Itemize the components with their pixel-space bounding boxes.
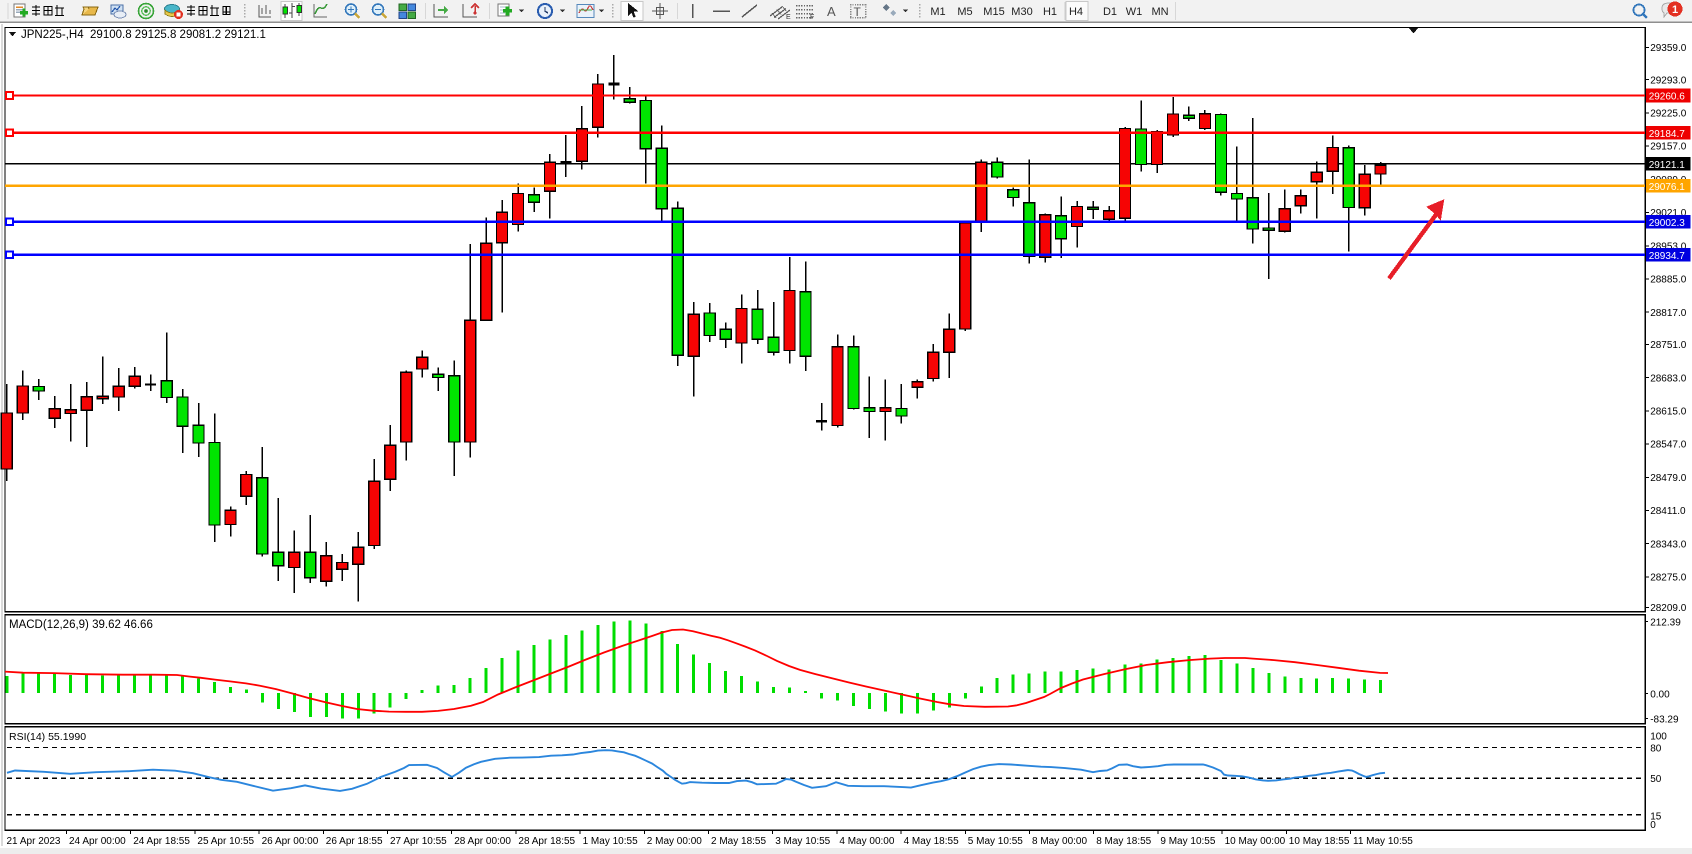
svg-text:29260.6: 29260.6 [1649,92,1686,103]
svg-text:25 Apr 10:55: 25 Apr 10:55 [197,836,254,847]
svg-text:JPN225-,H4 29100.8 29125.8 29: JPN225-,H4 29100.8 29125.8 29081.2 29121… [21,29,266,41]
svg-text:8 May 18:55: 8 May 18:55 [1096,836,1151,847]
svg-text:0: 0 [1650,820,1656,831]
svg-text:10 May 18:55: 10 May 18:55 [1289,836,1350,847]
svg-text:28953.0: 28953.0 [1650,241,1687,252]
svg-text:29157.0: 29157.0 [1650,142,1687,153]
svg-text:24 Apr 18:55: 24 Apr 18:55 [133,836,190,847]
svg-text:29359.0: 29359.0 [1650,43,1687,54]
svg-text:29002.3: 29002.3 [1649,218,1686,229]
svg-text:28275.0: 28275.0 [1650,573,1687,584]
svg-text:1: 1 [1672,4,1678,16]
svg-text:4 May 00:00: 4 May 00:00 [839,836,894,847]
svg-text:RSI(14) 55.1990: RSI(14) 55.1990 [9,731,86,743]
svg-text:28547.0: 28547.0 [1650,440,1687,451]
svg-text:H1: H1 [1043,6,1057,18]
svg-text:M5: M5 [957,6,972,18]
svg-text:M15: M15 [983,6,1004,18]
svg-text:11 May 10:55: 11 May 10:55 [1353,836,1413,847]
svg-text:15: 15 [1650,812,1662,823]
svg-text:21 Apr 2023: 21 Apr 2023 [7,836,61,847]
svg-text:24 Apr 00:00: 24 Apr 00:00 [69,836,126,847]
svg-text:50: 50 [1650,774,1662,785]
svg-text:F: F [810,14,814,21]
svg-text:28343.0: 28343.0 [1650,539,1687,550]
svg-text:M1: M1 [930,6,945,18]
svg-text:29293.0: 29293.0 [1650,75,1687,86]
svg-text:80: 80 [1650,744,1662,755]
svg-text:10 May 00:00: 10 May 00:00 [1225,836,1286,847]
svg-text:28 Apr 18:55: 28 Apr 18:55 [518,836,575,847]
svg-text:28885.0: 28885.0 [1650,275,1687,286]
svg-text:4 May 18:55: 4 May 18:55 [904,836,959,847]
svg-text:8 May 00:00: 8 May 00:00 [1032,836,1087,847]
svg-text:29225.0: 29225.0 [1650,109,1687,120]
svg-text:9 May 10:55: 9 May 10:55 [1160,836,1215,847]
svg-text:2 May 00:00: 2 May 00:00 [647,836,702,847]
svg-text:1 May 10:55: 1 May 10:55 [583,836,638,847]
svg-text:T: T [854,5,862,19]
svg-text:3 May 10:55: 3 May 10:55 [775,836,830,847]
svg-text:A: A [827,4,836,19]
svg-text:29021.0: 29021.0 [1650,208,1687,219]
svg-text:28 Apr 00:00: 28 Apr 00:00 [454,836,511,847]
svg-text:5 May 10:55: 5 May 10:55 [968,836,1023,847]
svg-text:29121.1: 29121.1 [1649,160,1686,171]
svg-text:26 Apr 18:55: 26 Apr 18:55 [326,836,383,847]
svg-text:28817.0: 28817.0 [1650,308,1687,319]
svg-text:28615.0: 28615.0 [1650,407,1687,418]
svg-text:MACD(12,26,9) 39.62 46.66: MACD(12,26,9) 39.62 46.66 [9,619,153,631]
svg-text:29076.1: 29076.1 [1649,182,1686,193]
svg-text:27 Apr 10:55: 27 Apr 10:55 [390,836,447,847]
svg-text:E: E [786,14,791,21]
svg-text:28411.0: 28411.0 [1650,506,1686,517]
svg-text:W1: W1 [1126,6,1143,18]
svg-text:MN: MN [1151,6,1168,18]
svg-text:0.00: 0.00 [1650,689,1670,700]
svg-text:212.39: 212.39 [1650,618,1681,629]
svg-text:29184.7: 29184.7 [1649,129,1686,140]
svg-text:28751.0: 28751.0 [1650,340,1687,351]
svg-text:D1: D1 [1103,6,1117,18]
svg-text:28683.0: 28683.0 [1650,373,1687,384]
svg-text:-83.29: -83.29 [1650,715,1679,726]
svg-text:100: 100 [1650,731,1667,742]
svg-text:26 Apr 00:00: 26 Apr 00:00 [262,836,319,847]
svg-text:2 May 18:55: 2 May 18:55 [711,836,766,847]
svg-text:M30: M30 [1011,6,1032,18]
svg-text:28479.0: 28479.0 [1650,473,1687,484]
svg-text:H4: H4 [1069,6,1083,18]
svg-text:28209.0: 28209.0 [1650,603,1687,614]
svg-text:28934.7: 28934.7 [1649,251,1686,262]
